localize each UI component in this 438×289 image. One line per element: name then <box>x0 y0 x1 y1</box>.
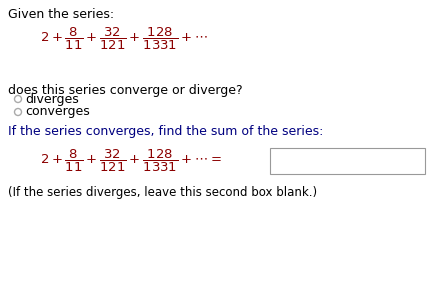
Text: does this series converge or diverge?: does this series converge or diverge? <box>8 84 242 97</box>
Text: Given the series:: Given the series: <box>8 8 114 21</box>
Text: diverges: diverges <box>25 92 78 105</box>
Text: $2 + \dfrac{8}{11} + \dfrac{32}{121} + \dfrac{128}{1331} + \cdots$: $2 + \dfrac{8}{11} + \dfrac{32}{121} + \… <box>40 26 208 52</box>
Text: (If the series diverges, leave this second box blank.): (If the series diverges, leave this seco… <box>8 186 316 199</box>
Text: $2 + \dfrac{8}{11} + \dfrac{32}{121} + \dfrac{128}{1331} + \cdots =$: $2 + \dfrac{8}{11} + \dfrac{32}{121} + \… <box>40 148 221 174</box>
Text: converges: converges <box>25 105 89 118</box>
FancyBboxPatch shape <box>269 148 424 174</box>
Text: If the series converges, find the sum of the series:: If the series converges, find the sum of… <box>8 125 323 138</box>
